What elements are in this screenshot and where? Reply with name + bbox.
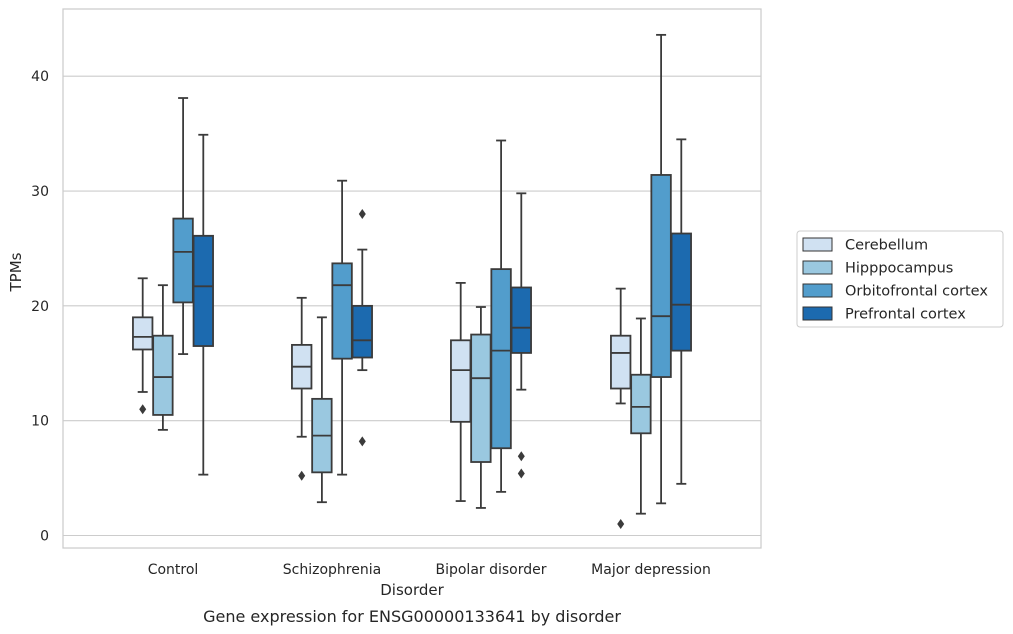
legend-frame <box>796 230 1004 328</box>
box-2-3 <box>650 33 672 505</box>
box-0-0 <box>132 277 154 415</box>
legend: Cerebellum Hipppocampus Orbitofrontal co… <box>796 230 1004 328</box>
box-3-3 <box>670 138 692 485</box>
legend-swatch-hippocampus <box>802 260 833 275</box>
box-2-2 <box>490 139 512 493</box>
outlier-point <box>517 451 525 462</box>
box-1-3 <box>630 317 652 515</box>
box-iqr <box>510 286 532 354</box>
legend-label-cerebellum: Cerebellum <box>845 238 928 254</box>
y-tick-label: 30 <box>31 184 49 200</box>
outlier-point <box>358 208 366 219</box>
outlier-point <box>517 468 525 479</box>
box-iqr <box>650 174 672 378</box>
box-iqr <box>450 339 472 423</box>
y-tick-labels: 0 10 20 30 40 <box>31 69 49 544</box>
box-3-0 <box>192 133 214 476</box>
legend-label-prefrontal: Prefrontal cortex <box>845 307 966 323</box>
outlier-point <box>358 436 366 447</box>
box-iqr <box>351 304 373 359</box>
box-2-1 <box>331 179 353 476</box>
y-tick-label: 20 <box>31 299 49 315</box>
y-tick-label: 0 <box>40 529 49 545</box>
x-tick-label: Control <box>148 562 199 578</box>
plot-area-frame <box>62 8 762 549</box>
box-0-1 <box>291 296 313 481</box>
box-iqr <box>172 217 194 304</box>
box-iqr <box>132 316 154 351</box>
box-1-2 <box>470 306 492 509</box>
y-axis-label: TPMs <box>7 252 25 292</box>
legend-swatch-prefrontal <box>802 306 833 321</box>
box-iqr <box>470 333 492 463</box>
legend-label-hippocampus: Hipppocampus <box>845 261 953 277</box>
legend-swatch-cerebellum <box>802 237 833 252</box>
box-0-2 <box>450 281 472 502</box>
outlier-point <box>298 470 306 481</box>
y-tick-label: 40 <box>31 69 49 85</box>
outlier-point <box>617 519 625 530</box>
box-1-1 <box>311 316 333 504</box>
y-tick-label: 10 <box>31 414 49 430</box>
box-0-3 <box>610 287 632 530</box>
box-3-1 <box>351 208 373 447</box>
chart-caption: Gene expression for ENSG00000133641 by d… <box>203 607 621 626</box>
box-2-0 <box>172 97 194 355</box>
box-iqr <box>152 334 174 416</box>
box-1-0 <box>152 284 174 431</box>
box-iqr <box>331 262 353 360</box>
x-axis-label: Disorder <box>380 581 444 599</box>
box-iqr <box>192 234 214 347</box>
box-iqr <box>610 334 632 390</box>
x-tick-label: Bipolar disorder <box>435 562 546 578</box>
outlier-point <box>139 404 147 415</box>
x-tick-label: Major depression <box>591 562 711 578</box>
x-tick-label: Schizophrenia <box>283 562 381 578</box>
legend-label-orbitofrontal: Orbitofrontal cortex <box>845 284 988 300</box>
legend-swatch-orbitofrontal <box>802 283 833 298</box>
boxes <box>132 33 692 530</box>
box-iqr <box>630 373 652 435</box>
x-tick-labels: Control Schizophrenia Bipolar disorder Majo… <box>148 562 711 578</box>
box-iqr <box>490 268 512 450</box>
box-iqr <box>670 232 692 352</box>
box-3-2 <box>510 192 532 479</box>
